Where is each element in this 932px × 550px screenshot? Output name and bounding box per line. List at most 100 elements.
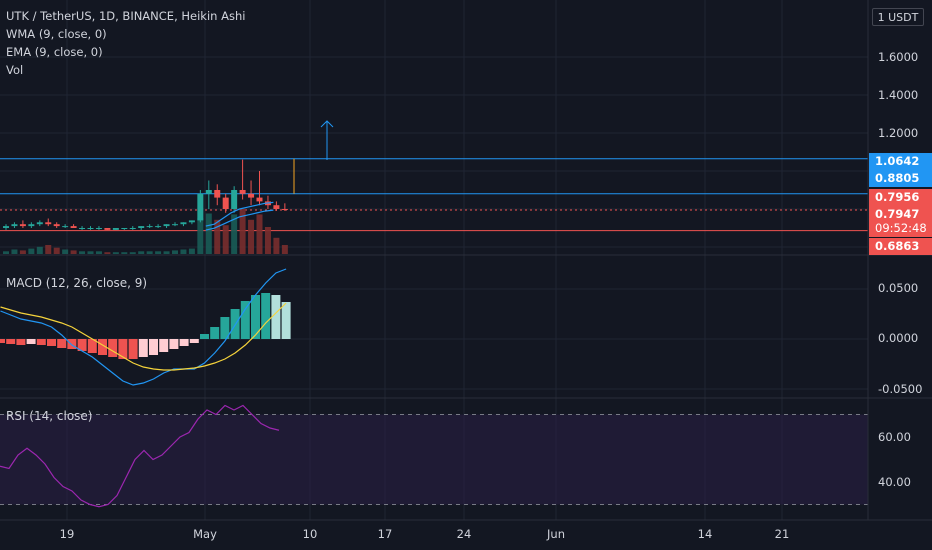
macd-histogram-bar (26, 339, 36, 344)
currency-badge[interactable]: 1 USDT (872, 8, 924, 26)
rsi-title[interactable]: RSI (14, close) (6, 409, 93, 423)
candle-body (273, 205, 280, 209)
price-tag-1: 1.0642 (869, 153, 932, 170)
candle-body (146, 226, 153, 228)
volume-bar (264, 227, 271, 254)
macd-histogram-bar (128, 339, 138, 359)
macd-histogram-bar (0, 339, 5, 343)
volume-bar (222, 225, 229, 254)
candle-body (197, 193, 204, 221)
macd-histogram-bar (169, 339, 179, 349)
candle-body (87, 228, 94, 229)
macd-series (0, 268, 291, 386)
candle-body (155, 226, 162, 228)
macd-histogram-bar (108, 339, 118, 357)
symbol-title: UTK / TetherUS, 1D, BINANCE, Heikin Ashi (6, 9, 246, 23)
volume-bar (104, 252, 111, 254)
candle-body (11, 224, 18, 227)
volume-bar (180, 249, 187, 254)
volume-bar (231, 214, 238, 254)
macd-histogram-bar (179, 339, 189, 346)
volume-bar (172, 250, 178, 254)
volume-bar (146, 251, 153, 254)
rsi-line (0, 404, 280, 508)
time-tick: Jun (547, 527, 565, 541)
volume-bar (197, 218, 204, 254)
signal-line (0, 302, 287, 371)
arrow-head (320, 120, 334, 128)
rsi-tick: 60.00 (878, 430, 911, 444)
time-tick: 24 (456, 527, 472, 541)
macd-histogram-bar (271, 295, 281, 339)
candle-body (281, 209, 288, 210)
candle-body (214, 190, 221, 198)
candle-body (129, 228, 136, 229)
volume-bar (121, 252, 128, 254)
volume-bar (112, 252, 119, 254)
macd-title[interactable]: MACD (12, 26, close, 9) (6, 276, 148, 290)
candle-body (70, 226, 77, 228)
candle-body (19, 224, 26, 227)
volume-bar (256, 214, 263, 254)
volume-bar (53, 247, 60, 254)
price-tick: 1.4000 (878, 88, 919, 102)
volume-bar (281, 245, 288, 254)
candle-body (53, 224, 60, 227)
arrow-drawing[interactable] (320, 120, 334, 160)
candle-body (62, 226, 69, 228)
price-tag-low: 0.6863 (869, 238, 932, 255)
macd-histogram-bar (251, 295, 260, 339)
rsi-band-fill (0, 414, 868, 505)
time-tick: 14 (697, 527, 713, 541)
time-tick: 17 (377, 527, 393, 541)
volume-bar (95, 251, 102, 254)
volume-bar (70, 250, 77, 254)
macd-histogram-bar (149, 339, 158, 355)
macd-line (0, 268, 287, 386)
price-tick: 1.6000 (878, 50, 919, 64)
time-tick: 10 (302, 527, 318, 541)
volume-bar (214, 219, 221, 254)
candle-body (188, 220, 195, 223)
macd-histogram-bar (240, 301, 250, 339)
candle-body (172, 224, 178, 226)
price-tag-2: 0.8805 (869, 170, 932, 187)
study-wma-label[interactable]: WMA (9, close, 0) (6, 27, 107, 41)
volume-bar (79, 251, 86, 254)
candle-body (28, 224, 35, 227)
candle-body (231, 190, 238, 209)
candle-body (45, 222, 52, 225)
candle-body (95, 228, 102, 229)
macd-tick: 0.0500 (878, 281, 919, 295)
candle-body (163, 224, 170, 227)
time-tick: May (193, 527, 217, 541)
candle-body (256, 197, 263, 202)
volume-bar (11, 249, 18, 254)
macd-tick: -0.0500 (878, 382, 923, 396)
volume-bar (45, 245, 52, 254)
macd-histogram-bar (57, 339, 67, 348)
candle-body (180, 222, 187, 225)
pane-separators[interactable] (0, 0, 932, 521)
macd-histogram-bar (138, 339, 148, 357)
ema-line (205, 209, 274, 231)
moving-average-lines (205, 201, 274, 231)
volume-bar (155, 251, 162, 254)
volume-bar (239, 209, 246, 254)
candle-body (138, 226, 145, 228)
volume-bar (248, 219, 255, 254)
study-vol-label[interactable]: Vol (6, 63, 24, 77)
macd-histogram-bar (36, 339, 46, 345)
volume-bar (36, 246, 43, 254)
wma-line (205, 201, 274, 227)
candle-body (248, 193, 255, 198)
candle-body (36, 222, 43, 225)
volume-bar (62, 249, 69, 254)
candle-body (205, 190, 212, 194)
countdown-tag: 09:52:48 (869, 220, 932, 237)
volume-bar (87, 251, 94, 254)
study-ema-label[interactable]: EMA (9, close, 0) (6, 45, 103, 59)
volume-bar (28, 248, 35, 254)
macd-histogram-bar (87, 339, 97, 353)
